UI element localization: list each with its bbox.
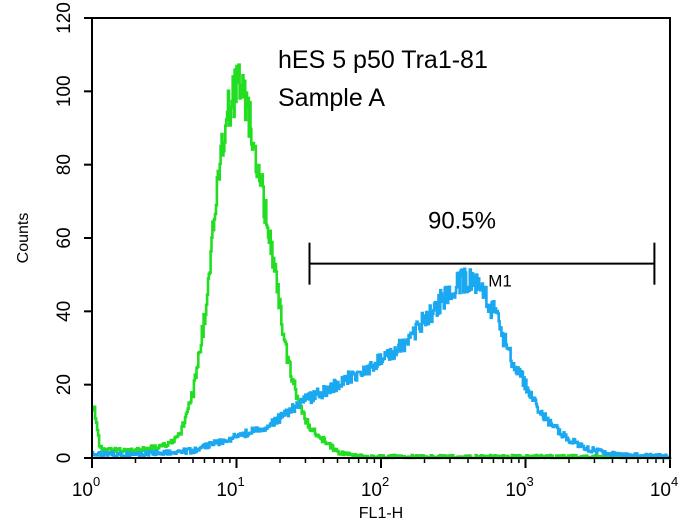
x-axis-label: FL1-H xyxy=(359,505,403,522)
x-tick-exponent: 0 xyxy=(93,474,100,489)
x-tick-label: 102 xyxy=(361,474,389,501)
x-tick-exponent: 1 xyxy=(237,474,244,489)
y-axis-ticks: 0 20 40 60 80 100 120 xyxy=(54,2,92,463)
y-axis-label: Counts xyxy=(15,213,32,264)
x-axis-ticks: 100 101 102 103 104 xyxy=(72,458,678,501)
x-tick-base: 10 xyxy=(72,480,93,501)
y-tick-label: 40 xyxy=(54,301,75,322)
x-tick-exponent: 3 xyxy=(526,474,533,489)
x-tick-base: 10 xyxy=(216,480,237,501)
x-tick-base: 10 xyxy=(650,480,671,501)
x-tick-exponent: 4 xyxy=(671,474,678,489)
x-tick-base: 10 xyxy=(361,480,382,501)
marker-m1: 90.5% M1 xyxy=(308,208,656,291)
x-tick-label: 101 xyxy=(216,474,244,501)
y-tick-label: 100 xyxy=(54,75,75,107)
annotation-line-1: hES 5 p50 Tra1-81 xyxy=(278,46,488,74)
x-tick-label: 100 xyxy=(72,474,100,501)
series-line-blue xyxy=(91,267,672,460)
plot-frame xyxy=(91,17,671,459)
annotation-line-2: Sample A xyxy=(278,84,385,112)
x-tick-base: 10 xyxy=(505,480,526,501)
y-tick-label: 20 xyxy=(54,374,75,395)
x-tick-label: 104 xyxy=(650,474,678,501)
marker-name-label: M1 xyxy=(488,272,512,291)
y-tick-label: 80 xyxy=(54,154,75,175)
y-tick-label: 60 xyxy=(54,227,75,248)
y-tick-label: 0 xyxy=(54,453,75,464)
marker-percent-label: 90.5% xyxy=(428,208,496,235)
x-tick-exponent: 2 xyxy=(382,474,389,489)
series-line-green xyxy=(91,63,672,460)
series-layer xyxy=(91,63,672,460)
y-tick-label: 120 xyxy=(54,2,75,34)
x-tick-label: 103 xyxy=(505,474,533,501)
